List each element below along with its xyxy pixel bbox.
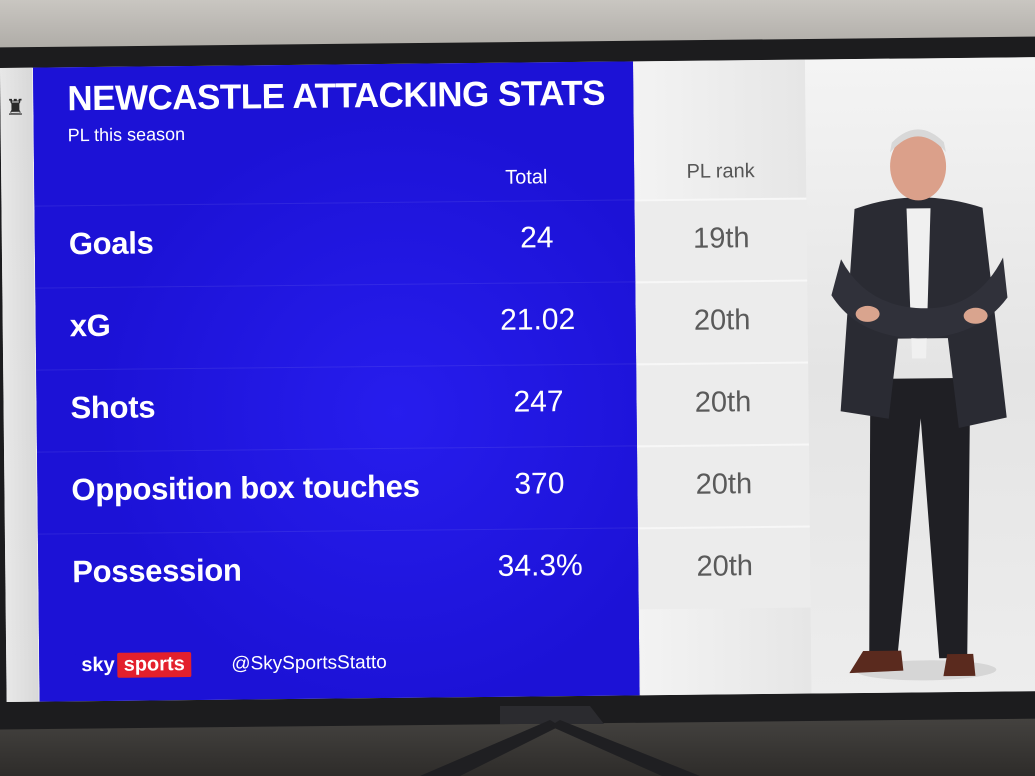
rank-value: 20th [693,304,751,337]
total-column-header: Total [505,166,548,189]
stat-label: Shots [70,389,156,426]
rank-cell: 20th [637,361,809,446]
rank-cell: 20th [638,525,811,610]
stat-row: Shots 247 [36,363,637,453]
newcastle-crest-icon: ♜ [5,95,26,121]
rank-cell: 20th [636,279,809,364]
rank-column-header: PL rank [686,160,755,183]
stat-total: 21.02 [499,302,576,337]
rank-value: 20th [695,468,753,501]
graphic-title: NEWCASTLE ATTACKING STATS [67,73,606,119]
stat-row: xG 21.02 [35,281,637,371]
stat-row: Possession 34.3% [37,527,639,617]
rank-value: 20th [694,386,752,419]
manager-photo [831,129,1008,681]
twitter-handle: @SkySportsStatto [231,651,387,675]
stat-row: Opposition box touches 370 [37,445,638,535]
stat-row: Goals 24 [34,199,636,289]
tv-stand [420,706,700,776]
logo-sky-text: sky [75,653,118,677]
tv-screen: ♜ NEWCASTLE ATTACKING STATS PL this seas… [0,57,1035,702]
rank-panel: PL rank 19th 20th 20th 20th 20th [633,59,812,696]
stat-total: 24 [519,221,554,255]
sky-sports-logo: sky sports [75,649,191,680]
stat-total: 34.3% [497,548,583,583]
rank-value: 19th [692,222,750,255]
stat-total: 370 [514,467,565,501]
rank-cell: 20th [637,443,810,528]
left-edge-strip: ♜ [0,67,39,702]
manager-photo-panel [804,57,1035,694]
stat-label: Opposition box touches [71,468,420,508]
stat-label: xG [69,307,111,344]
rank-cell: 19th [635,197,808,282]
stat-label: Possession [72,552,242,590]
logo-sports-text: sports [117,651,191,678]
graphic-subtitle: PL this season [67,124,186,146]
stat-label: Goals [68,225,154,262]
rank-value: 20th [696,550,754,583]
stat-total: 247 [513,385,564,419]
stats-panel: NEWCASTLE ATTACKING STATS PL this season… [32,61,640,702]
